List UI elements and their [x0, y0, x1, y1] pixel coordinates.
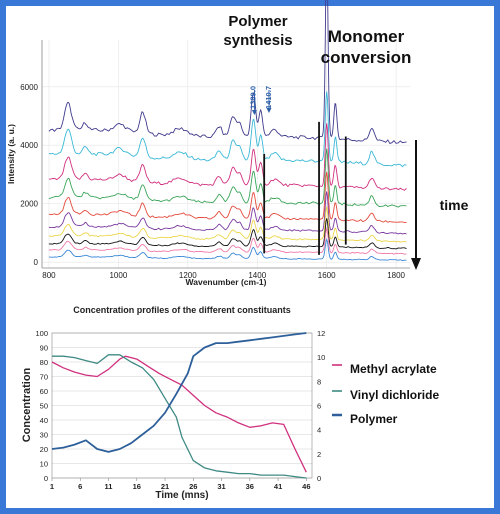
spectra-gridlines [42, 40, 410, 268]
peak-label-1410: 1410.7 [264, 86, 273, 109]
concentration-x-tick-label: 31 [217, 482, 225, 491]
concentration-x-tick-label: 36 [246, 482, 254, 491]
spectra-y-tick-label: 4000 [20, 141, 38, 150]
spectrum-line-7 [48, 206, 407, 243]
legend-label-2: Vinyl dichloride [350, 388, 439, 402]
concentration-x-tick-label: 1 [50, 482, 54, 491]
spectra-x-tick-label: 1800 [387, 271, 405, 280]
peak-arrow-head [266, 108, 272, 113]
concentration-line-vinyl-dichloride [52, 354, 307, 479]
concentration-y-tick-left: 90 [40, 344, 48, 353]
spectra-y-ticks: 0 2000 4000 6000 [20, 83, 38, 267]
spectra-x-tick-label: 800 [42, 271, 56, 280]
annotation-monomer-line2: conversion [321, 48, 412, 67]
spectrum-line-2 [48, 91, 407, 168]
spectra-x-tick-label: 1400 [248, 271, 266, 280]
concentration-y-tick-left: 80 [40, 358, 48, 367]
concentration-y-tick-right: 2 [317, 450, 321, 459]
spectra-y-tick-label: 6000 [20, 83, 38, 92]
concentration-y-tick-left: 40 [40, 416, 48, 425]
concentration-line-methyl-acrylate [51, 355, 307, 473]
concentration-legend: Methyl acrylate Vinyl dichloride Polymer [332, 362, 439, 426]
spectrum-line-9 [48, 226, 407, 255]
concentration-y-tick-left: 70 [40, 373, 48, 382]
concentration-y-tick-left: 50 [40, 402, 48, 411]
concentration-x-tick-label: 41 [274, 482, 282, 491]
concentration-x-tick-label: 11 [105, 482, 113, 491]
concentration-y-tick-right: 0 [317, 474, 321, 483]
spectra-x-label: Wavenumber (cm-1) [186, 277, 267, 287]
concentration-x-label: Time (mns) [155, 490, 208, 501]
concentration-y-tick-left: 100 [35, 329, 48, 338]
concentration-y-tick-left: 10 [40, 460, 48, 469]
annotation-polymer-line1: Polymer [228, 13, 287, 30]
spectra-series [48, 0, 407, 262]
time-arrow-head [411, 258, 421, 270]
concentration-y-tick-left: 30 [40, 431, 48, 440]
concentration-x-tick-label: 26 [189, 482, 197, 491]
spectra-marker-lines [263, 121, 347, 255]
concentration-y-tick-right: 10 [317, 353, 325, 362]
spectra-x-ticks: 800 1000 1200 1400 1600 1800 [42, 271, 405, 280]
concentration-y-tick-left: 60 [40, 387, 48, 396]
spectrum-line-6 [48, 191, 407, 235]
concentration-y-ticks-right: 0 2 4 6 8 10 12 [317, 329, 325, 483]
concentration-line-polymer [51, 332, 307, 453]
concentration-y-tick-right: 8 [317, 377, 321, 386]
concentration-x-tick-label: 16 [133, 482, 141, 491]
concentration-x-ticks: 1 6 11 16 21 26 31 36 41 46 [50, 478, 311, 491]
spectrum-line-10 [48, 237, 407, 262]
spectra-chart: 800 1000 1200 1400 1600 1800 0 2000 4000 6000 Wa… [6, 0, 469, 287]
concentration-chart: Concentration profiles of the different … [21, 305, 439, 501]
concentration-title: Concentration profiles of the different … [73, 305, 291, 315]
spectrum-line-8 [48, 218, 407, 250]
spectra-y-tick-label: 0 [34, 258, 39, 267]
annotation-monomer-line1: Monomer [328, 27, 405, 46]
spectra-x-tick-label: 1600 [318, 271, 336, 280]
concentration-y-tick-right: 12 [317, 329, 325, 338]
concentration-x-tick-label: 21 [161, 482, 169, 491]
concentration-gridlines [52, 332, 312, 479]
annotation-time: time [440, 197, 469, 213]
concentration-x-tick-label: 6 [78, 482, 82, 491]
peak-arrows [251, 90, 272, 115]
concentration-series [51, 332, 307, 479]
concentration-y-label: Concentration [21, 367, 33, 442]
peak-arrow-head [251, 110, 257, 115]
spectrum-line-1 [48, 0, 407, 145]
spectra-x-tick-label: 1200 [179, 271, 197, 280]
concentration-y-tick-left: 0 [44, 474, 48, 483]
spectrum-line-4 [48, 148, 407, 208]
spectra-x-tick-label: 1000 [109, 271, 127, 280]
figure-panel [6, 6, 494, 508]
concentration-y-ticks-left: 0 10 20 30 40 50 60 70 80 90 100 [35, 329, 48, 483]
spectra-y-label: Intensity (a. u.) [6, 124, 16, 184]
legend-label-1: Methyl acrylate [350, 362, 437, 376]
concentration-x-tick-label: 46 [302, 482, 310, 491]
spectra-y-tick-label: 2000 [20, 200, 38, 209]
legend-label-3: Polymer [350, 412, 398, 426]
concentration-plot-frame [51, 332, 313, 479]
spectrum-line-5 [48, 171, 407, 223]
concentration-y-tick-right: 6 [317, 402, 321, 411]
annotation-polymer-line2: synthesis [223, 32, 292, 49]
peak-label-1389: 1389.0 [248, 86, 257, 109]
spectrum-line-3 [48, 123, 407, 191]
concentration-y-tick-right: 4 [317, 426, 321, 435]
concentration-y-tick-left: 20 [40, 445, 48, 454]
